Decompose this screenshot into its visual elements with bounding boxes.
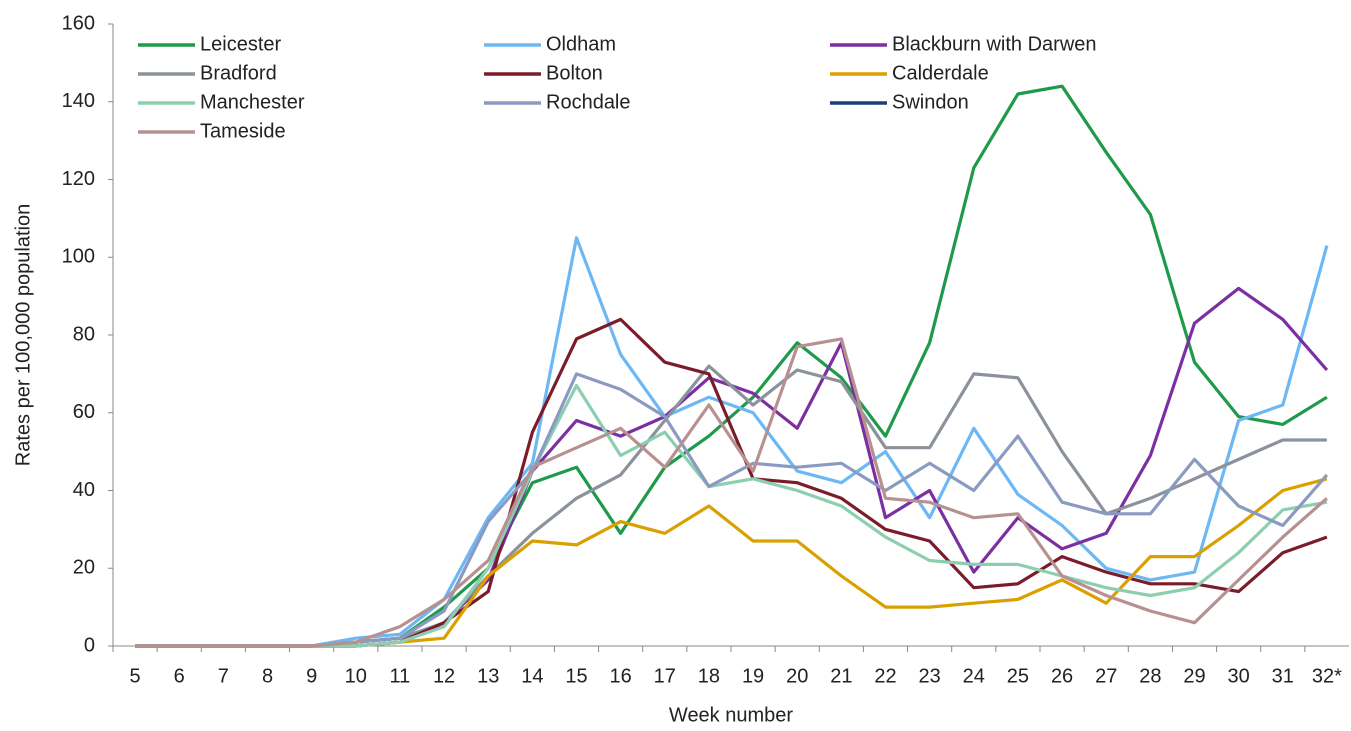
legend-label: Bolton [546,62,603,84]
x-tick-label: 7 [218,665,229,687]
legend-label: Swindon [892,91,969,113]
y-tick-label: 40 [73,479,95,501]
x-tick-label: 32* [1312,665,1342,687]
x-tick-label: 17 [654,665,676,687]
legend-label: Tameside [200,120,286,142]
x-tick-label: 22 [874,665,896,687]
series-line [135,84,1328,648]
y-axis-label: Rates per 100,000 population [12,204,34,466]
x-tick-label: 26 [1051,665,1073,687]
y-tick-label: 120 [62,168,95,190]
legend-label: Leicester [200,33,281,55]
x-tick-label: 20 [786,665,808,687]
x-tick-label: 13 [477,665,499,687]
x-tick-label: 30 [1228,665,1250,687]
series-line [135,383,1328,648]
series-line [135,477,1328,648]
x-tick-label: 11 [390,665,411,687]
x-tick-label: 8 [262,665,273,687]
x-tick-label: 15 [565,665,587,687]
x-tick-label: 25 [1007,665,1029,687]
series-line [135,364,1327,648]
x-tick-label: 21 [830,665,852,687]
legend-label: Oldham [546,33,616,55]
legend-label: Rochdale [546,91,631,113]
x-tick-label: 23 [919,665,941,687]
y-tick-label: 20 [73,557,95,579]
x-tick-label: 18 [698,665,720,687]
series-line [135,236,1329,648]
x-tick-label: 14 [521,665,543,687]
x-tick-label: 10 [345,665,367,687]
x-tick-label: 31 [1272,665,1294,687]
x-tick-label: 28 [1139,665,1161,687]
x-tick-label: 16 [610,665,632,687]
x-tick-label: 29 [1183,665,1205,687]
y-tick-label: 140 [62,90,95,112]
legend-label: Bradford [200,62,277,84]
x-axis-label: Week number [669,704,793,726]
x-tick-label: 27 [1095,665,1117,687]
series-line [135,337,1328,648]
legend-label: Calderdale [892,62,989,84]
y-tick-label: 80 [73,323,95,345]
x-tick-label: 24 [963,665,985,687]
y-tick-label: 0 [84,634,95,656]
legend-label: Manchester [200,91,305,113]
series-line [135,286,1329,648]
x-tick-label: 19 [742,665,764,687]
y-tick-label: 160 [62,12,95,34]
x-tick-label: 9 [306,665,317,687]
legend-label: Blackburn with Darwen [892,33,1097,55]
x-tick-label: 5 [130,665,141,687]
y-tick-label: 60 [73,401,95,423]
x-tick-label: 6 [174,665,185,687]
x-tick-label: 12 [433,665,455,687]
y-tick-label: 100 [62,246,95,268]
